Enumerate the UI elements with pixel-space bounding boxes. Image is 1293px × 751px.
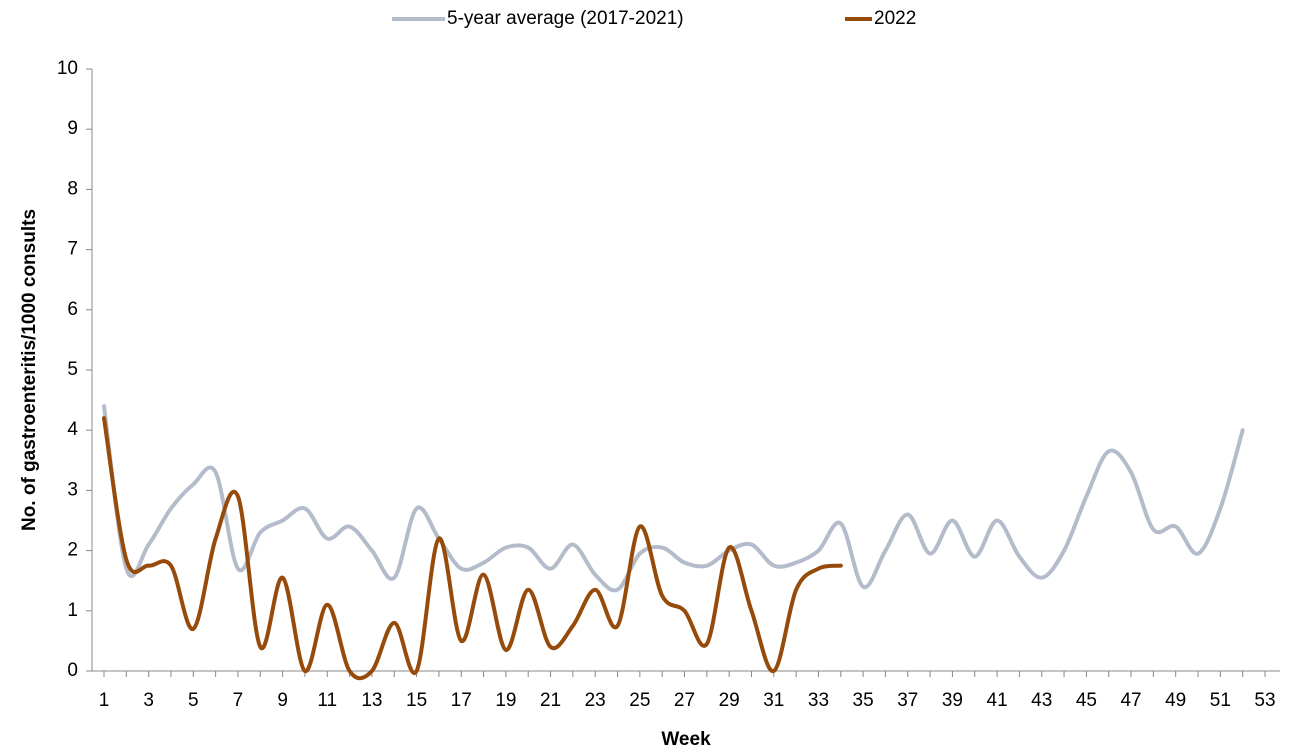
x-tick-label: 33 — [808, 690, 829, 711]
x-tick-label: 45 — [1076, 690, 1097, 711]
legend-label: 2022 — [874, 8, 916, 29]
y-tick-label: 9 — [67, 118, 78, 139]
x-tick-label: 29 — [719, 690, 740, 711]
x-tick-label: 27 — [674, 690, 695, 711]
y-tick-label: 5 — [67, 359, 78, 380]
x-tick-label: 19 — [495, 690, 516, 711]
x-axis-label: Week — [661, 729, 711, 750]
legend-label: 5-year average (2017-2021) — [447, 8, 684, 29]
y-tick-label: 7 — [67, 239, 78, 260]
x-tick-label: 49 — [1165, 690, 1186, 711]
x-tick-label: 35 — [853, 690, 874, 711]
x-tick-label: 7 — [233, 690, 244, 711]
x-tick-label: 13 — [361, 690, 382, 711]
x-tick-label: 31 — [763, 690, 784, 711]
series-line — [102, 416, 843, 681]
x-tick-label: 51 — [1210, 690, 1231, 711]
x-tick-label: 39 — [942, 690, 963, 711]
y-tick-label: 8 — [67, 178, 78, 199]
y-tick-label: 4 — [67, 419, 78, 440]
series-line — [102, 404, 1245, 593]
x-tick-label: 37 — [897, 690, 918, 711]
y-tick-label: 2 — [67, 540, 78, 561]
x-tick-label: 3 — [143, 690, 154, 711]
x-tick-label: 53 — [1254, 690, 1275, 711]
y-axis-label: No. of gastroenteritis/1000 consults — [19, 209, 40, 531]
y-tick-label: 0 — [67, 660, 78, 681]
x-tick-label: 15 — [406, 690, 427, 711]
x-tick-label: 23 — [585, 690, 606, 711]
y-tick-label: 1 — [67, 600, 78, 621]
x-tick-label: 41 — [987, 690, 1008, 711]
x-tick-label: 11 — [317, 690, 337, 711]
x-tick-label: 5 — [188, 690, 199, 711]
y-tick-label: 3 — [67, 479, 78, 500]
x-tick-label: 43 — [1031, 690, 1052, 711]
x-tick-label: 25 — [629, 690, 650, 711]
x-tick-label: 9 — [277, 690, 288, 711]
x-tick-label: 17 — [451, 690, 472, 711]
y-tick-label: 6 — [67, 299, 78, 320]
y-tick-label: 10 — [57, 58, 78, 79]
x-tick-label: 47 — [1120, 690, 1141, 711]
x-tick-label: 1 — [99, 690, 110, 711]
x-tick-label: 21 — [540, 690, 561, 711]
